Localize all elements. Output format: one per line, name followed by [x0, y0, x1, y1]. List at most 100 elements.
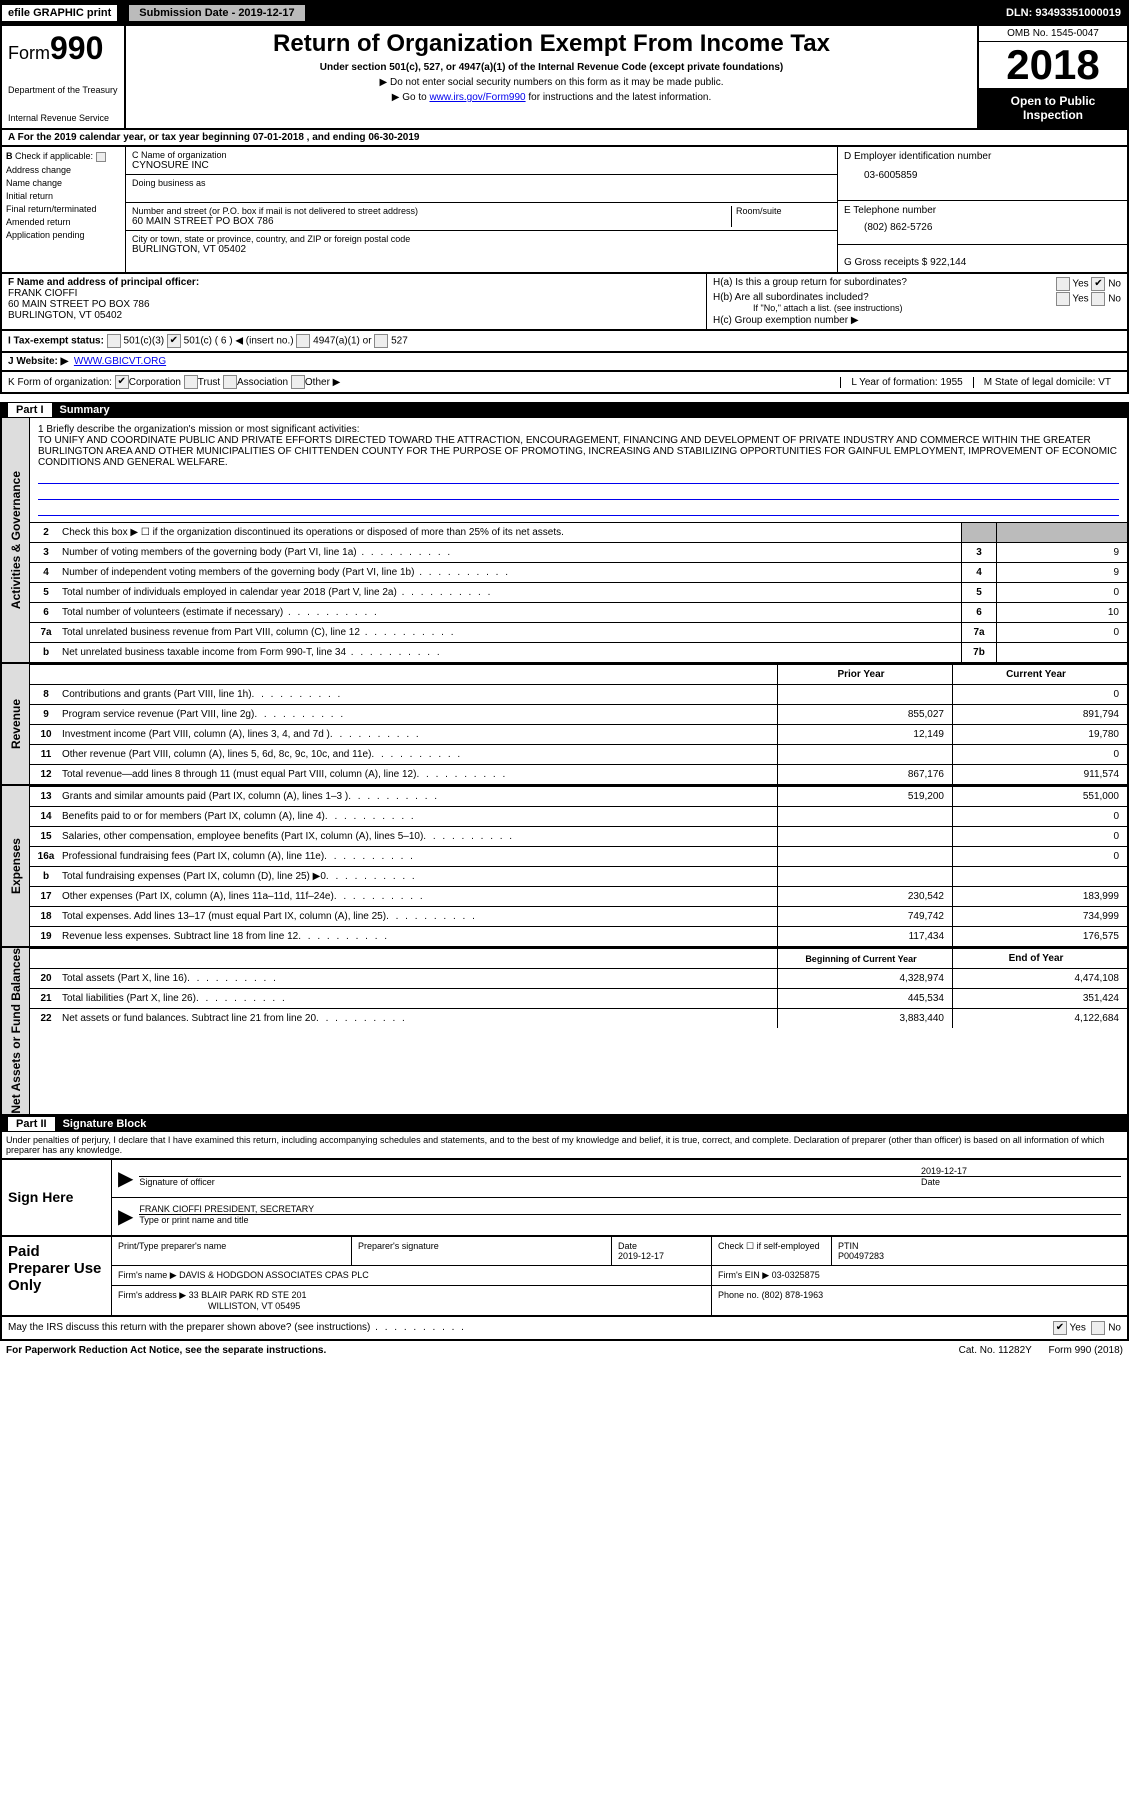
state-domicile: M State of legal domicile: VT: [973, 377, 1121, 388]
submission-date: Submission Date - 2019-12-17: [129, 5, 304, 21]
dept-treasury: Department of the Treasury: [8, 85, 118, 95]
line-a: A For the 2019 calendar year, or tax yea…: [0, 130, 1129, 147]
vtab-governance: Activities & Governance: [2, 418, 30, 662]
form-subtitle: Under section 501(c), 527, or 4947(a)(1)…: [130, 62, 973, 73]
col-h: H(a) Is this a group return for subordin…: [707, 274, 1127, 329]
chk-501c[interactable]: ✔: [167, 334, 181, 348]
irs-link[interactable]: www.irs.gov/Form990: [429, 92, 525, 103]
fin-row: 12Total revenue—add lines 8 through 11 (…: [30, 764, 1127, 784]
vtab-expenses: Expenses: [2, 786, 30, 946]
fin-header: Prior Year Current Year: [30, 664, 1127, 684]
section-netassets: Net Assets or Fund Balances Beginning of…: [0, 948, 1129, 1116]
discuss-row: May the IRS discuss this return with the…: [0, 1317, 1129, 1341]
ha-no[interactable]: ✔: [1091, 277, 1105, 291]
hb-yes[interactable]: [1056, 292, 1070, 306]
chk-trust[interactable]: [184, 375, 198, 389]
header-left: Form990 Department of the Treasury Inter…: [2, 26, 126, 128]
website-link[interactable]: WWW.GBICVT.ORG: [74, 356, 166, 367]
section-revenue: Revenue Prior Year Current Year 8Contrib…: [0, 664, 1129, 786]
dba-cell: Doing business as: [126, 175, 837, 203]
footer: For Paperwork Reduction Act Notice, see …: [0, 1341, 1129, 1360]
col-f: F Name and address of principal officer:…: [2, 274, 707, 329]
gov-row: 6Total number of volunteers (estimate if…: [30, 602, 1127, 622]
row-k: K Form of organization: ✔ Corporation Tr…: [0, 372, 1129, 394]
paid-preparer: Paid Preparer Use Only Print/Type prepar…: [0, 1237, 1129, 1317]
chk-corp[interactable]: ✔: [115, 375, 129, 389]
ha-yes[interactable]: [1056, 277, 1070, 291]
entity-grid: B Check if applicable: Address change Na…: [0, 147, 1129, 274]
discuss-no[interactable]: [1091, 1321, 1105, 1335]
phone: (802) 862-5726: [864, 222, 1121, 233]
header-center: Return of Organization Exempt From Incom…: [126, 26, 977, 128]
fin-row: 19Revenue less expenses. Subtract line 1…: [30, 926, 1127, 946]
mission-text: TO UNIFY AND COORDINATE PUBLIC AND PRIVA…: [38, 435, 1119, 468]
vtab-revenue: Revenue: [2, 664, 30, 784]
col-c: C Name of organization CYNOSURE INC Doin…: [126, 147, 837, 272]
gov-row: 4Number of independent voting members of…: [30, 562, 1127, 582]
fin-row: 20Total assets (Part X, line 16) 4,328,9…: [30, 968, 1127, 988]
gov-row: 5Total number of individuals employed in…: [30, 582, 1127, 602]
mission-block: 1 Briefly describe the organization's mi…: [30, 418, 1127, 522]
omb-number: OMB No. 1545-0047: [979, 26, 1127, 42]
sig-intro: Under penalties of perjury, I declare th…: [0, 1132, 1129, 1160]
fin-row: 22Net assets or fund balances. Subtract …: [30, 1008, 1127, 1028]
org-name: CYNOSURE INC: [132, 160, 831, 171]
fin-row: 18Total expenses. Add lines 13–17 (must …: [30, 906, 1127, 926]
na-header: Beginning of Current Year End of Year: [30, 948, 1127, 968]
fin-row: 8Contributions and grants (Part VIII, li…: [30, 684, 1127, 704]
gov-row: bNet unrelated business taxable income f…: [30, 642, 1127, 662]
form-title: Return of Organization Exempt From Incom…: [130, 30, 973, 58]
chk-4947[interactable]: [296, 334, 310, 348]
year-formation: L Year of formation: 1955: [840, 377, 972, 388]
chk-final: Final return/terminated: [6, 204, 121, 214]
section-governance: Activities & Governance 1 Briefly descri…: [0, 418, 1129, 664]
arrow-icon: ▶: [118, 1204, 133, 1229]
fin-row: 17Other expenses (Part IX, column (A), l…: [30, 886, 1127, 906]
org-name-cell: C Name of organization CYNOSURE INC: [126, 147, 837, 175]
fin-row: 9Program service revenue (Part VIII, lin…: [30, 704, 1127, 724]
row-i-j: I Tax-exempt status: 501(c)(3) ✔ 501(c) …: [0, 331, 1129, 353]
chk-address: Address change: [6, 165, 121, 175]
fin-row: 15Salaries, other compensation, employee…: [30, 826, 1127, 846]
arrow-icon: ▶: [118, 1166, 133, 1191]
top-bar: efile GRAPHIC print Submission Date - 20…: [0, 0, 1129, 26]
open-public: Open to Public Inspection: [979, 88, 1127, 128]
chk-501c3[interactable]: [107, 334, 121, 348]
gov-row: 3Number of voting members of the governi…: [30, 542, 1127, 562]
discuss-yes[interactable]: ✔: [1053, 1321, 1067, 1335]
row-2: 2Check this box ▶ ☐ if the organization …: [30, 522, 1127, 542]
chk-assoc[interactable]: [223, 375, 237, 389]
gross-cell: G Gross receipts $ 922,144: [838, 245, 1127, 272]
sign-here: Sign Here ▶ Signature of officer 2019-12…: [0, 1160, 1129, 1237]
gov-row: 7aTotal unrelated business revenue from …: [30, 622, 1127, 642]
col-b: B Check if applicable: Address change Na…: [2, 147, 126, 272]
checkbox[interactable]: [96, 152, 106, 162]
irs-label: Internal Revenue Service: [8, 113, 118, 123]
addr-cell: Number and street (or P.O. box if mail i…: [126, 203, 837, 231]
tax-year: 2018: [979, 42, 1127, 88]
section-expenses: Expenses 13Grants and similar amounts pa…: [0, 786, 1129, 948]
note-ssn: ▶ Do not enter social security numbers o…: [130, 77, 973, 88]
efile-badge[interactable]: efile GRAPHIC print: [2, 5, 117, 21]
chk-amended: Amended return: [6, 217, 121, 227]
form-header: Form990 Department of the Treasury Inter…: [0, 26, 1129, 130]
chk-name: Name change: [6, 178, 121, 188]
part2-header: Part IISignature Block: [0, 1116, 1129, 1132]
form-number: Form990: [8, 30, 118, 67]
ein: 03-6005859: [864, 170, 1121, 181]
fin-row: 14Benefits paid to or for members (Part …: [30, 806, 1127, 826]
fin-row: 11Other revenue (Part VIII, column (A), …: [30, 744, 1127, 764]
hb-no[interactable]: [1091, 292, 1105, 306]
chk-527[interactable]: [374, 334, 388, 348]
col-right: D Employer identification number 03-6005…: [837, 147, 1127, 272]
fin-row: 13Grants and similar amounts paid (Part …: [30, 786, 1127, 806]
ein-cell: D Employer identification number 03-6005…: [838, 147, 1127, 201]
vtab-netassets: Net Assets or Fund Balances: [2, 948, 30, 1114]
row-j: J Website: ▶ WWW.GBICVT.ORG: [0, 353, 1129, 372]
part1-header: Part ISummary: [0, 402, 1129, 418]
fin-row: 16aProfessional fundraising fees (Part I…: [30, 846, 1127, 866]
phone-cell: E Telephone number (802) 862-5726: [838, 201, 1127, 245]
dln: DLN: 93493351000019: [1006, 7, 1129, 19]
chk-other[interactable]: [291, 375, 305, 389]
note-link: ▶ Go to www.irs.gov/Form990 for instruct…: [130, 92, 973, 103]
